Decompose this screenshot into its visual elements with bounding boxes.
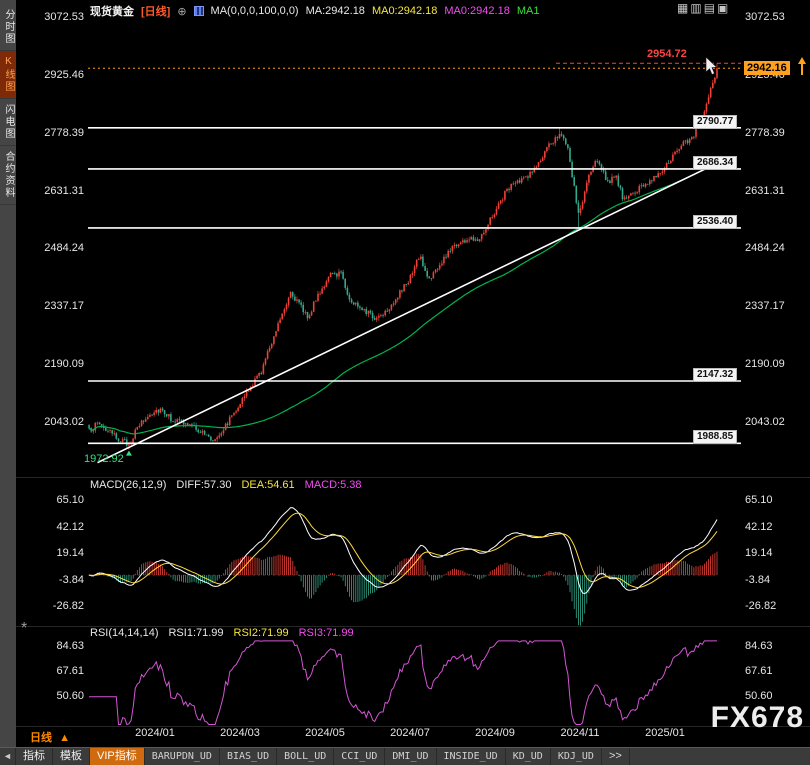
toolbar-tab-more[interactable]: >> [602, 748, 630, 765]
period-indicator[interactable]: 日线 ▲ [30, 729, 70, 745]
bottom-toolbar: ◄ 指标 模板 VIP指标 BARUPDN_UD BIAS_UD BOLL_UD CCI_U… [0, 747, 810, 765]
symbol-name: 现货黄金 [90, 6, 134, 18]
annotation-marker-icon: * [21, 620, 28, 637]
toolbar-tabs: 指标 模板 VIP指标 BARUPDN_UD BIAS_UD BOLL_UD CCI_UD D… [16, 748, 630, 765]
macd-dea-line [88, 512, 718, 589]
period-up-arrow-icon: ▲ [59, 732, 70, 744]
layout-single-button[interactable]: ▣ [717, 1, 729, 15]
toolbar-tab-templates[interactable]: 模板 [53, 748, 90, 765]
ma0-value-magenta: MA0:2942.18 [444, 5, 510, 17]
period-indicator-label: 日线 [30, 732, 52, 744]
sidebar-item-kline-chart[interactable]: K线图 [0, 51, 16, 99]
window-layout-buttons: ▦ ▥ ▤ ▣ [677, 2, 728, 15]
ma0-value-yellow: MA0:2942.18 [371, 5, 438, 17]
layout-grid-button[interactable]: ▦ [677, 1, 689, 15]
price-level-lines[interactable] [88, 127, 741, 445]
sidebar-item-contract-info[interactable]: 合约资料 [0, 146, 16, 205]
ma-value: MA:2942.18 [305, 5, 365, 17]
add-indicator-icon[interactable]: ⊕ [177, 5, 187, 18]
rsi-title: RSI(14,14,14) [90, 627, 159, 639]
toolbar-tab-kd-ud[interactable]: KD_UD [506, 748, 551, 765]
price-up-arrow-icon[interactable] [798, 57, 806, 75]
ma-settings: MA(0,0,0,100,0,0) [210, 5, 299, 17]
ma1-label: MA1 [516, 5, 540, 17]
rsi2-value: RSI2:71.99 [233, 627, 289, 639]
toolbar-tab-cci-ud[interactable]: CCI_UD [334, 748, 386, 765]
rsi-line [89, 640, 717, 726]
macd-diff-value: DIFF:57.30 [176, 479, 232, 491]
rsi1-value: RSI1:71.99 [168, 627, 224, 639]
ma100-line [88, 162, 718, 435]
macd-dea-value: DEA:54.61 [241, 479, 295, 491]
low-marker-icon [125, 450, 132, 456]
toolbar-tab-dmi-ud[interactable]: DMI_UD [385, 748, 437, 765]
layout-vertical-split-button[interactable]: ▥ [690, 1, 702, 15]
rsi3-value: RSI3:71.99 [298, 627, 354, 639]
toolbar-tab-boll-ud[interactable]: BOLL_UD [277, 748, 335, 765]
toolbar-tab-indicators[interactable]: 指标 [16, 748, 53, 765]
toolbar-back-button[interactable]: ◄ [0, 748, 16, 765]
chart-header: 现货黄金 [日线] ⊕ MA(0,0,0,100,0,0) MA:2942.18… [90, 3, 539, 19]
marked-low-label: 1972.92 [84, 453, 124, 465]
trendline[interactable] [97, 163, 716, 464]
macd-macd-value: MACD:5.38 [304, 479, 362, 491]
sidebar-item-tick-chart[interactable]: 闪电图 [0, 99, 16, 146]
layout-horizontal-split-button[interactable]: ▤ [703, 1, 716, 15]
period-tag: [日线] [141, 6, 171, 18]
toolbar-tab-kdj-ud[interactable]: KDJ_UD [551, 748, 602, 765]
ma-indicator-icon [193, 6, 204, 16]
macd-title: MACD(26,12,9) [90, 479, 167, 491]
toolbar-tab-inside-ud[interactable]: INSIDE_UD [437, 748, 506, 765]
toolbar-tab-bias-ud[interactable]: BIAS_UD [220, 748, 278, 765]
macd-diff-line [88, 507, 718, 595]
toolbar-tab-barupdn-ud[interactable]: BARUPDN_UD [145, 748, 220, 765]
recent-high-label: 2954.72 [647, 48, 687, 60]
macd-header: MACD(26,12,9) DIFF:57.30 DEA:54.61 MACD:… [90, 479, 362, 491]
sidebar: 分时图 K线图 闪电图 合约资料 [0, 0, 16, 747]
sidebar-item-timeshare-chart[interactable]: 分时图 [0, 4, 16, 51]
rsi-header: RSI(14,14,14) RSI1:71.99 RSI2:71.99 RSI3… [90, 627, 354, 639]
current-price-tag: 2942.16 [744, 61, 790, 75]
cursor-arrow-icon [705, 56, 718, 76]
toolbar-tab-vip-indicators[interactable]: VIP指标 [90, 748, 145, 765]
candlestick-series [88, 63, 718, 450]
watermark: FX678 [710, 701, 804, 734]
macd-histogram [90, 551, 718, 626]
